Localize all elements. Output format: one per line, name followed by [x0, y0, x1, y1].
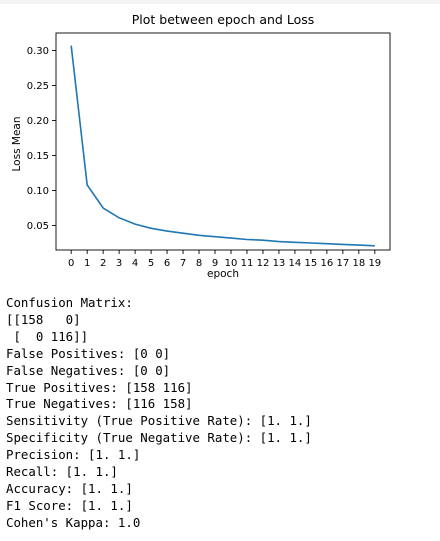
x-tick-label: 8	[196, 258, 202, 269]
x-tick-label: 11	[241, 258, 254, 269]
x-tick-label: 9	[212, 258, 218, 269]
output-line: Precision: [1. 1.]	[6, 447, 141, 463]
x-tick-label: 12	[257, 258, 270, 269]
y-tick-label: 0.20	[27, 116, 49, 127]
x-tick-label: 2	[100, 258, 106, 269]
output-line: Sensitivity (True Positive Rate): [1. 1.…	[6, 413, 312, 429]
x-tick-label: 1	[84, 258, 90, 269]
x-tick-label: 5	[148, 258, 154, 269]
y-tick-label: 0.10	[27, 186, 49, 197]
y-tick-label: 0.05	[27, 221, 49, 232]
y-axis-label: Loss Mean	[11, 117, 23, 172]
x-tick-label: 15	[305, 258, 318, 269]
output-line: Recall: [1. 1.]	[6, 464, 118, 480]
x-axis-label: epoch	[207, 268, 239, 280]
output-line: True Positives: [158 116]	[6, 379, 193, 395]
x-tick-label: 18	[352, 258, 365, 269]
output-line: [[158 0]	[6, 311, 81, 327]
x-tick-label: 10	[225, 258, 238, 269]
x-tick-label: 4	[132, 258, 138, 269]
y-tick-label: 0.25	[27, 81, 49, 92]
x-tick-label: 17	[336, 258, 349, 269]
x-tick-label: 6	[164, 258, 170, 269]
output-line: False Negatives: [0 0]	[6, 362, 171, 378]
x-tick-label: 16	[321, 258, 334, 269]
output-line: Specificity (True Negative Rate): [1. 1.…	[6, 430, 312, 446]
x-tick-label: 14	[289, 258, 302, 269]
x-tick-label: 19	[368, 258, 381, 269]
output-line: True Negatives: [116 158]	[6, 396, 193, 412]
x-tick-label: 7	[180, 258, 186, 269]
loss-series-line	[70, 45, 375, 247]
cell-top-border	[0, 0, 440, 4]
x-tick-label: 0	[68, 258, 74, 269]
x-tick-label: 13	[273, 258, 286, 269]
output-line: Cohen's Kappa: 1.0	[6, 514, 141, 530]
output-line: Confusion Matrix:	[6, 295, 133, 310]
console-output: Confusion Matrix: [[158 0] [ 0 116]] False…	[6, 295, 312, 532]
output-line: F1 Score: [1. 1.]	[6, 497, 133, 513]
output-line: False Positives: [0 0]	[6, 345, 171, 361]
loss-chart: Plot between epoch and Loss epoch Loss M…	[11, 12, 391, 280]
plot-frame	[55, 32, 391, 251]
y-tick-label: 0.30	[27, 46, 49, 57]
output-line: [ 0 116]]	[6, 328, 89, 344]
y-tick-label: 0.15	[27, 151, 49, 162]
chart-title: Plot between epoch and Loss	[132, 12, 315, 27]
output-line: Accuracy: [1. 1.]	[6, 480, 133, 496]
x-tick-label: 3	[116, 258, 122, 269]
